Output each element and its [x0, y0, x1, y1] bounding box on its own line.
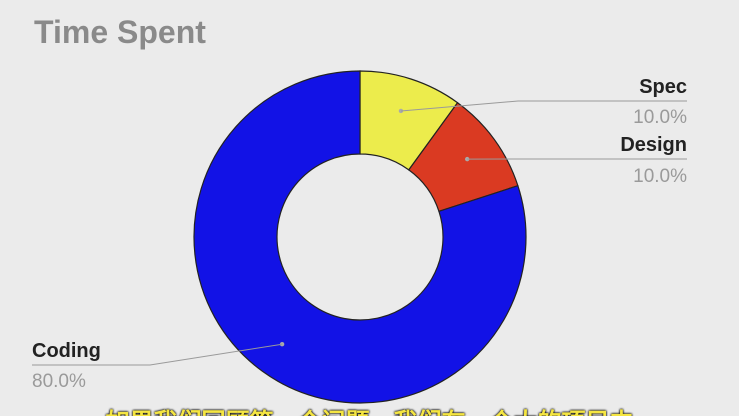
- video-subtitle: 如果我们回顾第一个问题，我们在一个大的项目中: [0, 402, 739, 416]
- chart-title: Time Spent: [34, 14, 206, 50]
- slice-coding: [193, 70, 527, 404]
- label-value-design: 10.0%: [633, 166, 687, 187]
- leader-dot-spec: [398, 108, 404, 114]
- label-value-spec: 10.0%: [633, 107, 687, 128]
- leader-line-coding: [32, 343, 283, 366]
- label-name-coding: Coding: [32, 340, 101, 362]
- leader-line-spec: [400, 100, 687, 112]
- label-name-design: Design: [620, 134, 687, 156]
- label-value-coding: 80.0%: [32, 371, 86, 392]
- label-name-spec: Spec: [639, 76, 687, 98]
